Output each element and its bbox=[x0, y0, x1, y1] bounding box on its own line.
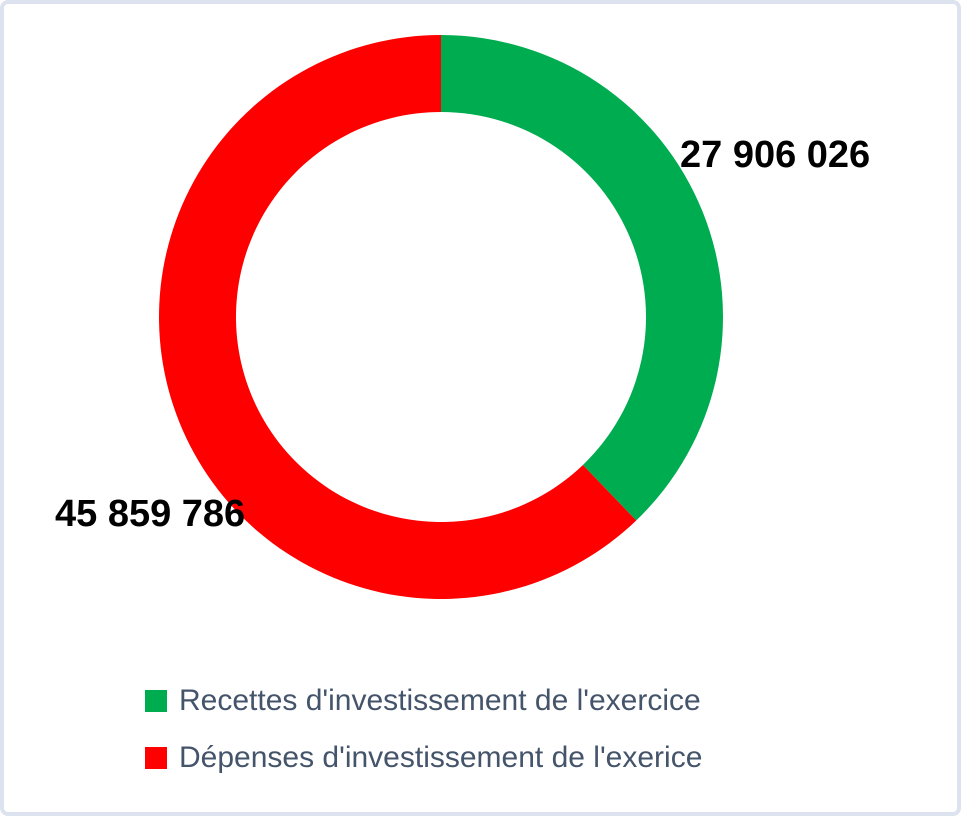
donut-slice bbox=[441, 35, 723, 521]
data-label-depenses: 45 859 786 bbox=[55, 493, 246, 535]
legend-item-recettes: Recettes d'investissement de l'exercice bbox=[145, 682, 702, 719]
legend-item-depenses: Dépenses d'investissement de l'exerice bbox=[145, 739, 702, 776]
legend-label-recettes: Recettes d'investissement de l'exercice bbox=[179, 684, 701, 717]
legend-label-depenses: Dépenses d'investissement de l'exerice bbox=[179, 741, 703, 774]
data-label-recettes: 27 906 026 bbox=[680, 134, 871, 176]
donut-chart bbox=[158, 35, 723, 599]
legend-swatch-recettes-icon bbox=[145, 689, 167, 712]
chart-legend: Recettes d'investissement de l'exercice … bbox=[145, 682, 702, 776]
donut-plot-area: 27 906 026 45 859 786 bbox=[4, 4, 957, 812]
donut-slice bbox=[158, 35, 637, 599]
legend-swatch-depenses-icon bbox=[145, 746, 167, 769]
